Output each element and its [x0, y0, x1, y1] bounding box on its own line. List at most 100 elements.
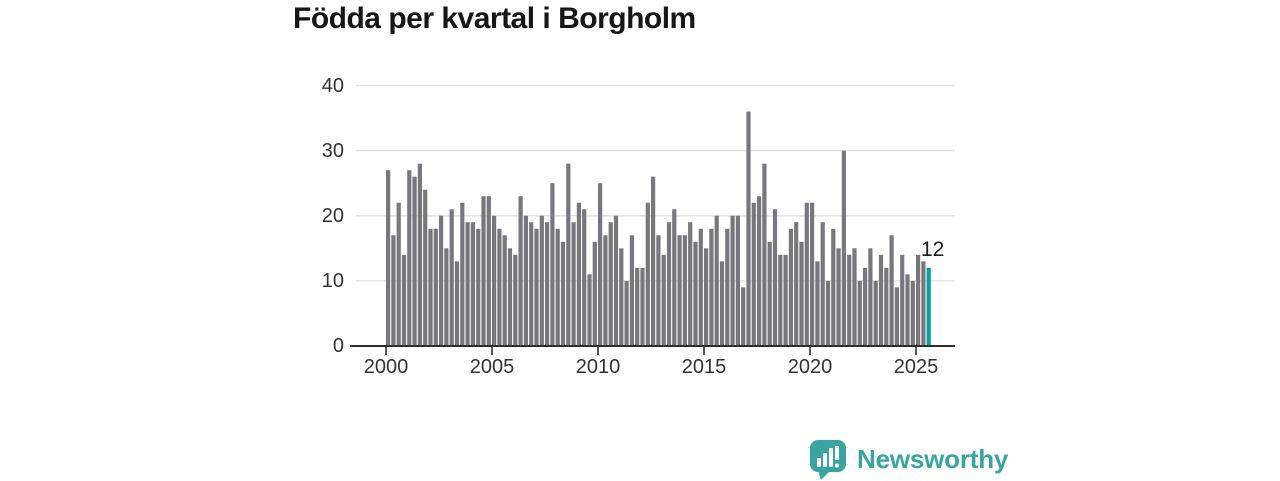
bar-2004-q2 — [476, 228, 481, 346]
bar-2002-q1 — [428, 228, 433, 346]
bar-2016-q1 — [725, 228, 730, 346]
bar-2020-q4 — [825, 280, 831, 347]
bar-2022-q4 — [868, 248, 873, 346]
bar-2003-q1 — [449, 209, 454, 346]
chart-title: Födda per kvartal i Borgholm — [293, 2, 696, 35]
bar-2007-q2 — [539, 215, 544, 346]
bar-2001-q4 — [423, 189, 428, 346]
bar-2004-q1 — [470, 222, 475, 346]
bar-2021-q4 — [847, 254, 852, 346]
bar-2019-q2 — [794, 222, 799, 346]
newsworthy-logo: Newsworthy — [806, 437, 1008, 481]
bar-2017-q2 — [751, 202, 756, 346]
bar-2002-q3 — [439, 215, 444, 346]
bar-2022-q1 — [852, 248, 857, 346]
bar-2015-q1 — [704, 248, 709, 346]
bar-2010-q3 — [608, 222, 613, 346]
bar-2017-q1 — [746, 111, 751, 346]
bar-2014-q4 — [698, 228, 703, 346]
x-axis-label-2010: 2010 — [575, 356, 621, 378]
x-axis-label-2025: 2025 — [893, 356, 939, 378]
y-axis-label-30: 30 — [321, 139, 344, 162]
bar-2015-q3 — [714, 215, 719, 346]
bar-2005-q1 — [492, 215, 497, 346]
bar-2005-q3 — [502, 235, 507, 346]
bar-2000-q2 — [391, 235, 396, 346]
bar-2025-q2 — [921, 261, 926, 346]
bar-2009-q3 — [587, 274, 592, 346]
bar-2002-q2 — [433, 228, 438, 346]
bar-2008-q1 — [555, 228, 560, 346]
bar-2004-q3 — [481, 196, 486, 346]
bar-2013-q1 — [661, 254, 666, 346]
y-axis-label-10: 10 — [321, 269, 344, 292]
bar-2021-q3 — [841, 150, 846, 347]
bar-2016-q2 — [730, 215, 735, 346]
bar-2020-q2 — [815, 261, 820, 346]
bar-2005-q2 — [497, 228, 502, 346]
bar-2024-q3 — [905, 274, 910, 346]
bar-2023-q2 — [878, 254, 884, 346]
bar-2020-q1 — [810, 202, 815, 346]
bar-2023-q4 — [889, 235, 894, 346]
bar-2012-q2 — [645, 202, 650, 346]
bar-2008-q2 — [560, 241, 566, 346]
bar-2023-q1 — [873, 280, 878, 347]
bar-2006-q4 — [529, 222, 534, 346]
y-axis-label-20: 20 — [321, 204, 344, 227]
bar-2022-q2 — [857, 280, 862, 347]
bar-2018-q2 — [772, 209, 778, 346]
bar-2007-q1 — [534, 228, 539, 346]
bar-2014-q3 — [693, 241, 698, 346]
bar-2001-q2 — [412, 176, 417, 346]
bar-2017-q3 — [757, 196, 762, 346]
bar-2009-q1 — [576, 202, 581, 346]
bar-2019-q4 — [804, 202, 809, 346]
newsworthy-logo-icon — [810, 440, 846, 480]
bar-2008-q4 — [571, 222, 576, 346]
bar-2006-q2 — [518, 196, 523, 346]
bar-2021-q2 — [836, 248, 841, 346]
bar-2017-q4 — [762, 163, 767, 346]
bar-2022-q3 — [863, 267, 868, 346]
bar-2013-q2 — [666, 222, 672, 346]
bar-2009-q2 — [582, 209, 587, 346]
bar-2012-q1 — [640, 267, 645, 346]
bar-2002-q4 — [444, 248, 449, 346]
bar-2012-q3 — [651, 176, 656, 346]
bar-2004-q4 — [486, 196, 491, 346]
last-bar-value-label: 12 — [921, 238, 945, 261]
bar-2000-q3 — [396, 202, 401, 346]
bar-2019-q3 — [799, 241, 804, 346]
bar-2024-q4 — [910, 280, 915, 347]
bar-2003-q3 — [460, 202, 465, 346]
bar-2000-q4 — [401, 254, 407, 346]
bar-2009-q4 — [592, 241, 597, 346]
bar-2010-q1 — [598, 183, 603, 346]
x-axis-label-2000: 2000 — [363, 356, 409, 378]
bar-2006-q3 — [523, 215, 528, 346]
bar-2018-q1 — [767, 241, 772, 346]
bar-2025-q1 — [916, 254, 921, 346]
bar-2023-q3 — [884, 267, 889, 346]
bar-2007-q3 — [545, 222, 550, 346]
y-axis-label-0: 0 — [332, 335, 344, 357]
bar-2000-q1 — [386, 170, 391, 346]
bar-2006-q1 — [513, 254, 518, 346]
bar-2010-q2 — [603, 235, 608, 346]
bar-2018-q3 — [778, 254, 783, 346]
bar-2003-q2 — [454, 261, 460, 346]
bar-2008-q3 — [566, 163, 571, 346]
bar-2014-q1 — [682, 235, 687, 346]
bar-2019-q1 — [788, 228, 793, 346]
newsworthy-logo-text: Newsworthy — [857, 443, 1009, 474]
bar-2013-q4 — [677, 235, 682, 346]
bar-2007-q4 — [550, 183, 555, 346]
bar-2001-q1 — [407, 170, 412, 346]
bar-2005-q4 — [507, 248, 513, 346]
bar-2013-q3 — [672, 209, 677, 346]
bar-2018-q4 — [783, 254, 788, 346]
bar-2010-q4 — [613, 215, 619, 346]
bar-2011-q2 — [624, 280, 629, 347]
